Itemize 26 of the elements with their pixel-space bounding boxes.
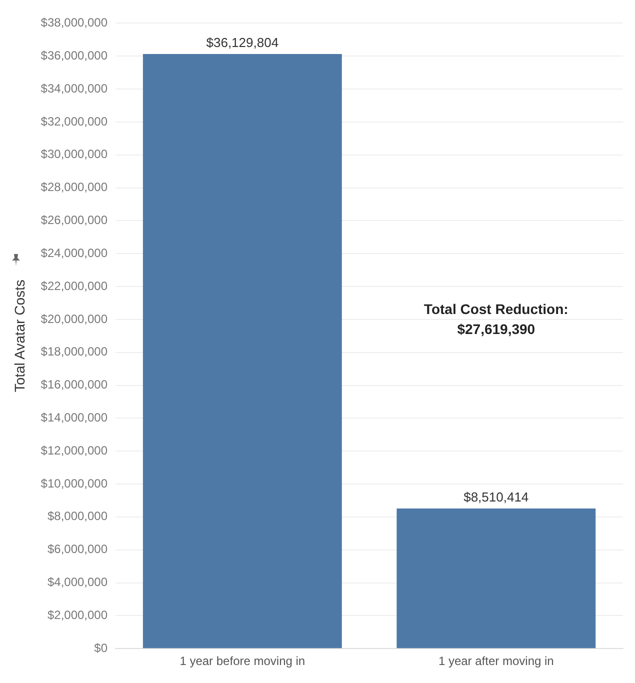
data-label: $36,129,804 [206, 35, 279, 50]
y-tick-label: $16,000,000 [40, 378, 108, 392]
y-tick-label: $30,000,000 [40, 147, 108, 162]
y-tick-label: $24,000,000 [40, 246, 108, 260]
y-tick-label: $20,000,000 [40, 312, 108, 326]
y-tick-label: $28,000,000 [40, 180, 108, 194]
y-tick-label: $34,000,000 [40, 81, 108, 96]
y-axis-title: Total Avatar Costs [11, 280, 28, 392]
y-tick-label: $32,000,000 [40, 114, 108, 128]
y-tick-label: $36,000,000 [40, 48, 108, 62]
y-tick-label: $38,000,000 [40, 16, 108, 30]
y-tick-label: $6,000,000 [47, 542, 108, 556]
y-tick-label: $14,000,000 [40, 410, 108, 424]
annotation: Total Cost Reduction: $27,619,390 [424, 300, 568, 337]
data-label: $8,510,414 [464, 490, 529, 505]
y-tick-label: $0 [94, 640, 108, 655]
y-tick-label: $2,000,000 [47, 608, 108, 622]
x-tick-label: 1 year before moving in [180, 654, 306, 668]
y-tick-label: $10,000,000 [40, 476, 108, 490]
x-tick-label: 1 year after moving in [438, 654, 554, 668]
y-tick-label: $12,000,000 [40, 443, 108, 458]
y-tick-label: $8,000,000 [47, 509, 108, 524]
y-tick-label: $18,000,000 [40, 344, 108, 359]
y-tick-label: $4,000,000 [47, 575, 108, 590]
y-tick-label: $26,000,000 [40, 213, 108, 228]
y-tick-label: $22,000,000 [40, 278, 108, 293]
